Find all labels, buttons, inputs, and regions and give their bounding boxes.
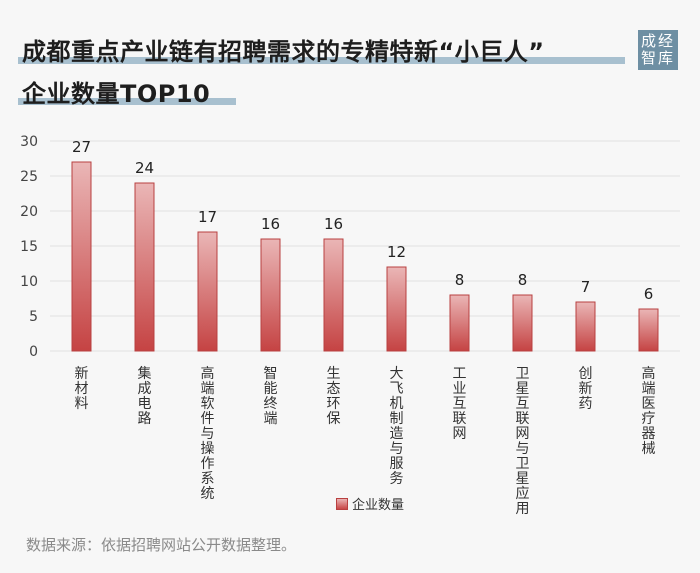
bar (323, 238, 344, 352)
bars (71, 161, 659, 352)
x-tick-label: 工业互联网 (453, 366, 467, 442)
source-note: 数据来源：依据招聘网站公开数据整理。 (26, 536, 297, 554)
x-tick-label: 集成电路 (138, 365, 152, 427)
y-tick-label: 0 (29, 344, 38, 360)
data-label: 8 (455, 271, 465, 289)
bar (260, 238, 281, 352)
y-tick-label: 15 (20, 239, 38, 255)
data-label: 16 (324, 215, 343, 233)
y-tick-label: 10 (20, 274, 38, 290)
x-tick-label: 大飞机制造与服务 (390, 366, 404, 487)
y-tick-label: 30 (20, 134, 38, 150)
grid-lines (50, 140, 680, 352)
legend-label: 企业数量 (352, 498, 405, 513)
bar (197, 231, 218, 352)
data-label: 17 (198, 208, 217, 226)
x-tick-label: 高端软件与操作系统 (201, 365, 215, 502)
chart-title-line-1: 成都重点产业链有招聘需求的专精特新“小巨人” (22, 38, 545, 66)
data-label: 6 (644, 285, 654, 303)
bar (449, 294, 470, 352)
bar (512, 294, 533, 352)
data-label: 7 (581, 278, 591, 296)
title-highlight-2 (18, 98, 236, 105)
bar (575, 301, 596, 352)
labels: 0 5 10 15 20 25 30 27 新材料 24 集成电路 17 高端软件与操作系统 16 智能终端… (20, 134, 655, 517)
y-tick-label: 25 (20, 169, 38, 185)
bar (134, 182, 155, 352)
y-tick-label: 20 (20, 204, 38, 220)
x-tick-label: 创新药 (579, 366, 593, 412)
bar (386, 266, 407, 352)
x-tick-label: 智能终端 (264, 366, 278, 427)
bar (71, 161, 92, 352)
bar (638, 308, 659, 352)
data-label: 16 (261, 215, 280, 233)
data-label: 27 (72, 138, 91, 156)
data-label: 8 (518, 271, 528, 289)
y-tick-label: 5 (29, 309, 38, 325)
x-tick-label: 卫星互联网与卫星应用 (516, 366, 530, 517)
logo: 成经 智库 (638, 30, 678, 70)
logo-text-line-2: 智库 (640, 49, 675, 67)
chart-title-line-2: 企业数量TOP10 (22, 80, 211, 108)
title-highlight-1 (18, 57, 625, 64)
legend-swatch (336, 497, 348, 510)
x-tick-label: 新材料 (75, 366, 89, 412)
x-tick-label: 高端医疗器械 (642, 365, 656, 457)
legend: 企业数量 (336, 494, 404, 513)
data-label: 24 (135, 159, 154, 177)
x-tick-label: 生态环保 (327, 366, 341, 427)
logo-text-line-1: 成经 (640, 32, 675, 50)
data-label: 12 (387, 243, 406, 261)
